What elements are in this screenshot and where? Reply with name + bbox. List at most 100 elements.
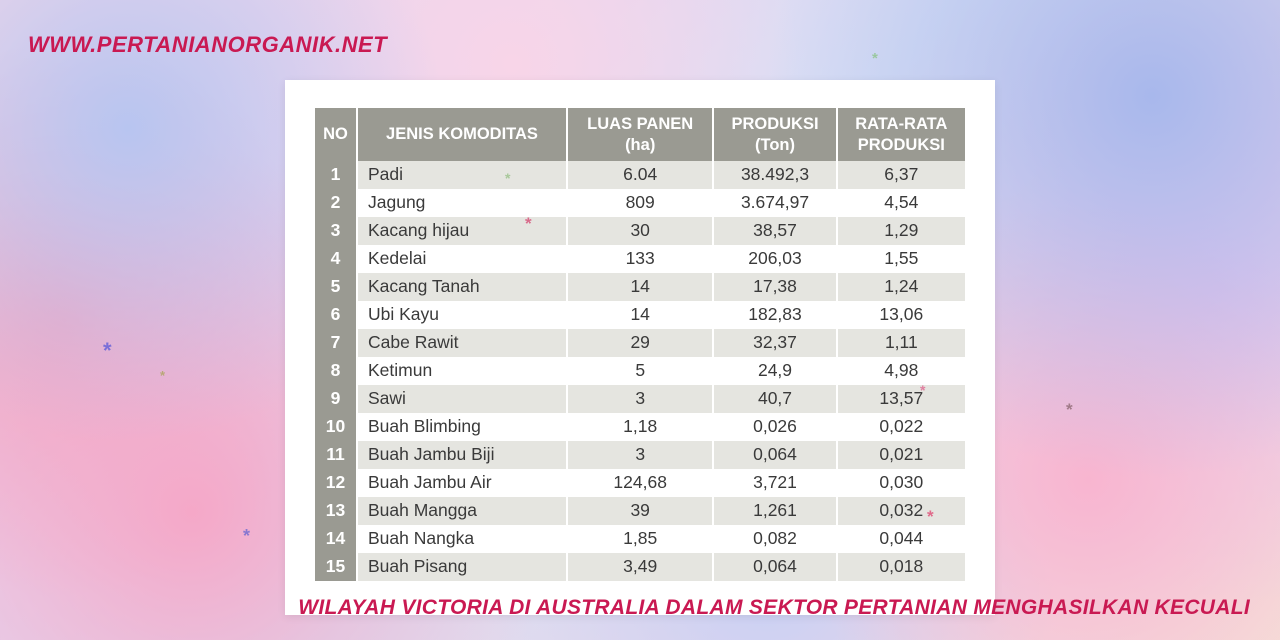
cell-name: Ketimun (357, 357, 567, 385)
cell-area: 809 (567, 189, 713, 217)
cell-prod: 32,37 (713, 329, 836, 357)
cell-name: Kacang hijau (357, 217, 567, 245)
cell-name: Cabe Rawit (357, 329, 567, 357)
table-row: 9Sawi340,713,57 (315, 385, 965, 413)
cell-avg: 0,018 (837, 553, 965, 581)
col-prod-l2: (Ton) (755, 136, 795, 154)
table-row: 6Ubi Kayu14182,8313,06 (315, 301, 965, 329)
table-card: NO JENIS KOMODITAS LUAS PANEN (ha) PRODU… (285, 80, 995, 615)
cell-avg: 13,06 (837, 301, 965, 329)
cell-area: 30 (567, 217, 713, 245)
cell-prod: 1,261 (713, 497, 836, 525)
col-area-l2: (ha) (625, 136, 655, 154)
table-row: 5Kacang Tanah1417,381,24 (315, 273, 965, 301)
cell-prod: 38,57 (713, 217, 836, 245)
cell-name: Buah Mangga (357, 497, 567, 525)
commodity-table: NO JENIS KOMODITAS LUAS PANEN (ha) PRODU… (315, 108, 965, 581)
table-row: 12Buah Jambu Air124,683,7210,030 (315, 469, 965, 497)
col-prod: PRODUKSI (Ton) (713, 108, 836, 161)
cell-area: 39 (567, 497, 713, 525)
table-row: 3Kacang hijau3038,571,29 (315, 217, 965, 245)
cell-avg: 0,021 (837, 441, 965, 469)
cell-avg: 6,37 (837, 161, 965, 189)
cell-area: 5 (567, 357, 713, 385)
cell-no: 2 (315, 189, 357, 217)
site-watermark: WWW.PERTANIANORGANIK.NET (28, 32, 387, 58)
col-prod-l1: PRODUKSI (731, 115, 818, 133)
col-area-l1: LUAS PANEN (587, 115, 693, 133)
col-avg-l1: RATA-RATA (855, 115, 947, 133)
cell-prod: 3,721 (713, 469, 836, 497)
cell-no: 6 (315, 301, 357, 329)
cell-no: 1 (315, 161, 357, 189)
cell-prod: 3.674,97 (713, 189, 836, 217)
cell-avg: 1,24 (837, 273, 965, 301)
cell-area: 133 (567, 245, 713, 273)
cell-area: 6.04 (567, 161, 713, 189)
asterisk-icon: * (872, 50, 878, 67)
table-row: 15Buah Pisang3,490,0640,018 (315, 553, 965, 581)
cell-no: 13 (315, 497, 357, 525)
asterisk-icon: * (1066, 400, 1073, 420)
col-no: NO (315, 108, 357, 161)
asterisk-icon: * (103, 338, 112, 364)
image-caption: WILAYAH VICTORIA DI AUSTRALIA DALAM SEKT… (298, 596, 1250, 620)
cell-name: Buah Pisang (357, 553, 567, 581)
cell-no: 4 (315, 245, 357, 273)
cell-prod: 0,026 (713, 413, 836, 441)
cell-avg: 1,29 (837, 217, 965, 245)
cell-area: 124,68 (567, 469, 713, 497)
cell-no: 14 (315, 525, 357, 553)
cell-area: 14 (567, 273, 713, 301)
cell-avg: 0,030 (837, 469, 965, 497)
table-row: 13Buah Mangga391,2610,032 (315, 497, 965, 525)
table-header: NO JENIS KOMODITAS LUAS PANEN (ha) PRODU… (315, 108, 965, 161)
asterisk-icon: * (160, 368, 165, 383)
cell-avg: 13,57 (837, 385, 965, 413)
cell-name: Sawi (357, 385, 567, 413)
cell-area: 29 (567, 329, 713, 357)
cell-avg: 0,032 (837, 497, 965, 525)
cell-prod: 206,03 (713, 245, 836, 273)
cell-name: Buah Blimbing (357, 413, 567, 441)
cell-no: 10 (315, 413, 357, 441)
cell-avg: 4,54 (837, 189, 965, 217)
cell-area: 14 (567, 301, 713, 329)
cell-no: 7 (315, 329, 357, 357)
cell-no: 5 (315, 273, 357, 301)
cell-no: 15 (315, 553, 357, 581)
cell-area: 1,18 (567, 413, 713, 441)
table-row: 11Buah Jambu Biji30,0640,021 (315, 441, 965, 469)
cell-prod: 182,83 (713, 301, 836, 329)
cell-avg: 1,55 (837, 245, 965, 273)
cell-no: 11 (315, 441, 357, 469)
cell-no: 12 (315, 469, 357, 497)
table-row: 2Jagung8093.674,974,54 (315, 189, 965, 217)
cell-name: Buah Jambu Biji (357, 441, 567, 469)
table-row: 14Buah Nangka1,850,0820,044 (315, 525, 965, 553)
cell-name: Kedelai (357, 245, 567, 273)
table-row: 10Buah Blimbing1,180,0260,022 (315, 413, 965, 441)
cell-prod: 38.492,3 (713, 161, 836, 189)
cell-prod: 0,064 (713, 441, 836, 469)
asterisk-icon: * (243, 526, 250, 547)
cell-name: Buah Jambu Air (357, 469, 567, 497)
cell-prod: 24,9 (713, 357, 836, 385)
cell-area: 3 (567, 441, 713, 469)
table-row: 8Ketimun524,94,98 (315, 357, 965, 385)
table-row: 1Padi6.0438.492,36,37 (315, 161, 965, 189)
table-body: 1Padi6.0438.492,36,372Jagung8093.674,974… (315, 161, 965, 581)
cell-prod: 0,064 (713, 553, 836, 581)
cell-name: Buah Nangka (357, 525, 567, 553)
cell-name: Padi (357, 161, 567, 189)
table-row: 7Cabe Rawit2932,371,11 (315, 329, 965, 357)
cell-name: Kacang Tanah (357, 273, 567, 301)
cell-no: 9 (315, 385, 357, 413)
cell-avg: 1,11 (837, 329, 965, 357)
cell-prod: 0,082 (713, 525, 836, 553)
col-avg-l2: PRODUKSI (858, 136, 945, 154)
cell-name: Ubi Kayu (357, 301, 567, 329)
cell-name: Jagung (357, 189, 567, 217)
cell-avg: 0,044 (837, 525, 965, 553)
cell-no: 8 (315, 357, 357, 385)
